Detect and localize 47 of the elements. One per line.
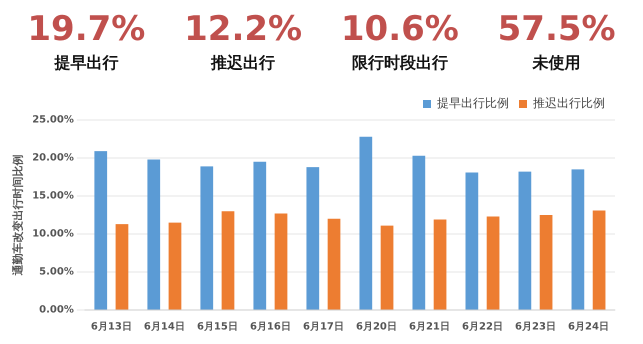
bar [412,156,426,310]
x-tick-label: 6月17日 [302,322,344,333]
x-tick-label: 6月20日 [356,322,397,333]
text: 57.5% [496,8,617,50]
y-tick-label: 25.00% [32,114,74,126]
x-tick-label: 6月22日 [462,322,503,333]
legend-label: 推迟出行比例 [533,96,605,110]
bar [518,172,532,310]
bar [200,166,214,310]
y-tick-label: 5.00% [39,266,74,278]
bar [380,226,394,310]
x-tick-label: 6月13日 [90,322,132,333]
text: 12.2% [183,8,304,50]
bar [222,211,234,310]
legend-label: 提早出行比例 [437,96,509,110]
bar [434,220,446,310]
bar [328,218,340,310]
text: 推迟出行 [210,52,276,74]
bar [116,224,128,310]
x-tick-label: 6月15日 [196,322,238,333]
text: 限行时段出行 [350,52,449,74]
text: 19.7% [26,8,146,50]
y-tick-label: 10.00% [32,228,74,240]
x-tick-label: 6月23日 [515,322,556,333]
y-tick-label: 20.00% [32,152,74,164]
bar [359,136,372,310]
text: 未使用 [531,52,582,74]
y-tick-label: 0.00% [39,304,74,316]
x-tick-label: 6月16日 [250,322,291,333]
text: 10.6% [340,8,460,50]
text: 提早出行 [53,52,120,74]
bar [253,162,266,310]
bar [306,167,320,310]
bar [274,213,288,310]
x-tick-label: 6月21日 [409,322,450,333]
bar [147,160,160,310]
y-axis-title: 通勤车改变出行时间比例 [11,154,24,276]
bar [486,216,500,310]
bar [540,215,552,310]
bar [572,169,584,310]
y-tick-label: 15.00% [32,190,74,202]
x-tick-label: 6月24日 [568,322,609,333]
bar [466,172,478,310]
x-tick-label: 6月14日 [144,322,185,333]
bar [168,222,182,310]
bar [94,151,108,310]
bar [592,210,606,310]
